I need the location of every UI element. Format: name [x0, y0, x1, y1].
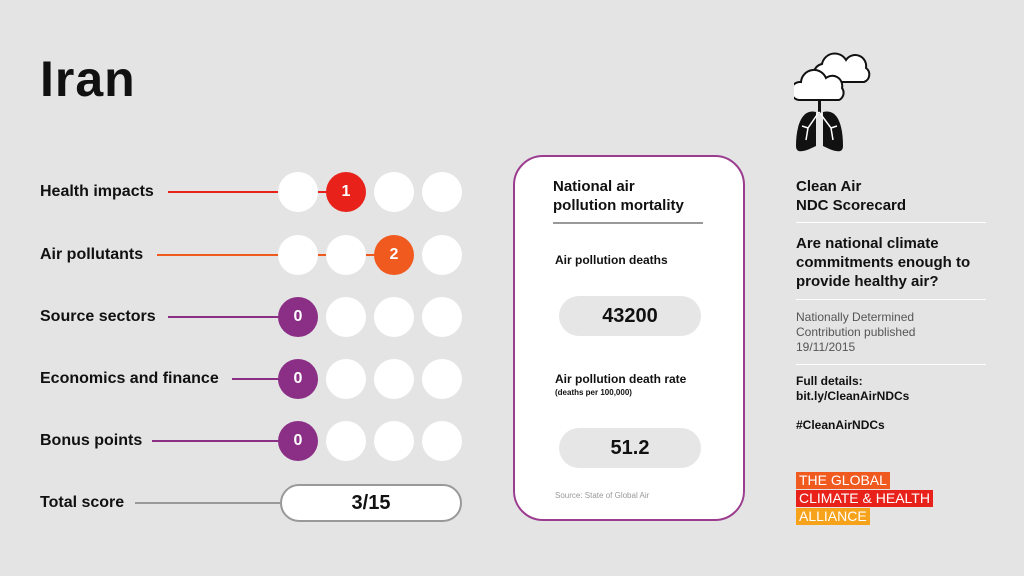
score-dot-empty — [374, 359, 414, 399]
rate-unit: (deaths per 100,000) — [555, 388, 632, 397]
total-score-label: Total score — [40, 494, 125, 511]
divider — [796, 364, 986, 365]
score-dot-filled: 2 — [374, 235, 414, 275]
score-dot-empty — [278, 172, 318, 212]
details-link[interactable]: bit.ly/CleanAirNDCs — [796, 389, 910, 403]
score-dot-empty — [422, 297, 462, 337]
divider — [796, 299, 986, 300]
row-label: Economics and finance — [40, 370, 219, 387]
total-connector — [135, 502, 280, 504]
score-dot-empty — [374, 297, 414, 337]
country-title: Iran — [40, 51, 136, 107]
mortality-card: National air pollution mortality Air pol… — [513, 155, 745, 521]
row-label: Health impacts — [40, 183, 154, 200]
row-label: Bonus points — [40, 432, 143, 449]
score-dot-empty — [374, 421, 414, 461]
score-dot-empty — [326, 359, 366, 399]
score-dot-empty — [422, 421, 462, 461]
deaths-label: Air pollution deaths — [555, 253, 668, 267]
total-score-value: 3/15 — [280, 484, 462, 522]
alliance-logo: THE GLOBAL CLIMATE & HEALTH ALLIANCE — [796, 472, 933, 526]
details: Full details: bit.ly/CleanAirNDCs — [796, 374, 910, 403]
row-label: Source sectors — [40, 308, 156, 325]
hashtag: #CleanAirNDCs — [796, 418, 885, 432]
score-dot-filled: 0 — [278, 421, 318, 461]
score-dot-empty — [374, 172, 414, 212]
rate-value: 51.2 — [559, 428, 701, 468]
score-dot-empty — [326, 235, 366, 275]
score-dot-empty — [422, 172, 462, 212]
score-dot-empty — [326, 297, 366, 337]
source-note: Source: State of Global Air — [555, 491, 650, 500]
score-dot-empty — [278, 235, 318, 275]
row-connector — [157, 254, 394, 256]
score-dot-filled: 0 — [278, 297, 318, 337]
scorecard-question: Are national climate commitments enough … — [796, 235, 971, 290]
divider — [796, 222, 986, 223]
score-dot-empty — [422, 235, 462, 275]
deaths-value: 43200 — [559, 296, 701, 336]
row-connector — [168, 316, 298, 318]
card-divider — [553, 222, 703, 224]
ndc-info: Nationally Determined Contribution publi… — [796, 310, 916, 354]
row-connector — [232, 378, 298, 380]
score-dot-filled: 1 — [326, 172, 366, 212]
row-connector — [168, 191, 346, 193]
row-connector — [152, 440, 298, 442]
score-dot-empty — [422, 359, 462, 399]
scorecard-title: Clean Air NDC Scorecard — [796, 178, 907, 214]
row-label: Air pollutants — [40, 246, 144, 263]
score-dot-empty — [326, 421, 366, 461]
card-title: National air pollution mortality — [553, 178, 684, 214]
cloud-lungs-icon — [794, 52, 871, 152]
rate-label: Air pollution death rate — [555, 372, 687, 386]
score-dot-filled: 0 — [278, 359, 318, 399]
